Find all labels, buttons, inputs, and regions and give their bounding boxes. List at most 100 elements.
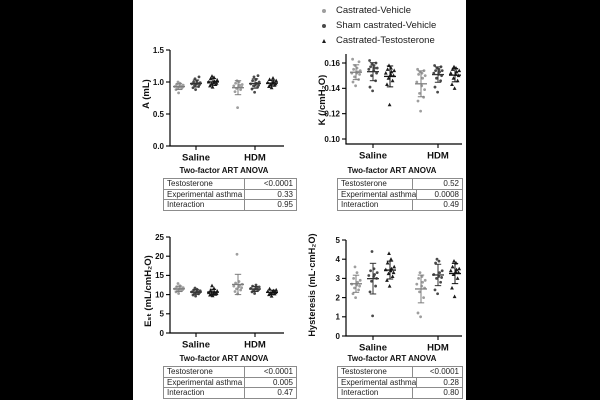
data-point xyxy=(438,70,441,74)
y-tick-label: 0.12 xyxy=(324,109,340,118)
legend-circle-icon xyxy=(319,23,329,28)
anova-title: Two-factor ART ANOVA xyxy=(179,166,269,175)
y-tick-label: 0.5 xyxy=(153,110,165,119)
data-point xyxy=(268,82,273,87)
data-point xyxy=(368,290,372,294)
data-point xyxy=(210,85,215,89)
anova-pvalue: 0.95 xyxy=(244,200,296,210)
data-point xyxy=(387,102,392,107)
data-point xyxy=(271,76,275,80)
data-point xyxy=(436,90,439,94)
data-point xyxy=(419,315,422,319)
data-point xyxy=(267,286,272,291)
data-point xyxy=(353,75,356,79)
data-point xyxy=(375,66,379,70)
data-point xyxy=(389,266,394,271)
legend-label: Sham castrated-Vehicle xyxy=(336,20,437,32)
data-point xyxy=(257,285,261,289)
data-point xyxy=(356,280,359,284)
data-point xyxy=(233,290,237,293)
data-point xyxy=(214,81,219,85)
data-point xyxy=(181,83,185,87)
data-point xyxy=(269,294,274,298)
data-point xyxy=(367,274,371,277)
data-point xyxy=(269,85,274,90)
data-point xyxy=(194,88,198,92)
y-tick-label: 0.0 xyxy=(153,142,165,151)
panel-3: 0 1 2 3 4 5 Saline HDM Hysteresis (mL·cmH₂O) xyxy=(307,233,462,354)
data-point xyxy=(252,75,256,79)
data-point xyxy=(371,89,374,93)
anova-table-3: Two-factor ART ANOVA Testosterone <0.0001 E… xyxy=(337,354,463,399)
y-tick-label: 0.16 xyxy=(324,59,340,68)
data-point xyxy=(252,84,255,88)
anova-title: Two-factor ART ANOVA xyxy=(179,354,269,363)
legend-circle-icon xyxy=(319,8,329,13)
data-point xyxy=(373,273,376,276)
data-point xyxy=(440,69,444,72)
anova-row: Testosterone 0.52 xyxy=(338,179,462,189)
data-point xyxy=(455,276,460,280)
data-point xyxy=(440,269,444,273)
data-point xyxy=(390,274,395,278)
data-point xyxy=(369,65,372,69)
data-point xyxy=(357,288,360,292)
legend-triangle-icon xyxy=(319,38,329,43)
data-point xyxy=(391,270,396,275)
x-group-label: Saline xyxy=(359,343,387,354)
x-group-label: Saline xyxy=(359,151,387,162)
data-point xyxy=(439,280,442,284)
anova-row: Interaction 0.95 xyxy=(164,199,296,210)
y-tick-label: 15 xyxy=(155,271,164,280)
data-point xyxy=(451,272,456,277)
data-point xyxy=(351,57,354,61)
anova-factor: Interaction xyxy=(167,200,205,210)
anova-row: Interaction 0.80 xyxy=(338,387,462,398)
data-point xyxy=(257,80,261,84)
y-axis-label: K (/cmH₂O) xyxy=(317,75,328,126)
data-point xyxy=(367,67,371,71)
data-point xyxy=(254,283,258,287)
data-point xyxy=(392,264,397,269)
anova-factor: Testosterone xyxy=(167,179,213,189)
data-point xyxy=(236,106,240,109)
data-point xyxy=(358,72,361,76)
panel-0: 0.0 0.5 1.0 1.5 Saline HDM A (mL) xyxy=(141,46,284,164)
data-point xyxy=(369,269,372,273)
data-point xyxy=(368,85,372,89)
anova-row: Experimental asthma 0.005 xyxy=(164,376,296,387)
data-point xyxy=(417,277,420,280)
data-point xyxy=(239,88,243,92)
anova-row: Testosterone <0.0001 xyxy=(164,179,296,189)
data-point xyxy=(212,75,216,80)
data-point xyxy=(419,109,422,113)
anova-row: Testosterone <0.0001 xyxy=(338,367,462,377)
data-point xyxy=(416,311,420,315)
anova-factor: Experimental asthma xyxy=(167,377,243,387)
data-point xyxy=(234,281,238,285)
anova-grid: Testosterone <0.0001 Experimental asthma 0.… xyxy=(163,366,297,399)
data-point xyxy=(240,83,244,86)
anova-pvalue: <0.0001 xyxy=(412,367,462,377)
data-point xyxy=(418,290,421,294)
data-point xyxy=(437,259,441,263)
data-point xyxy=(457,266,462,271)
y-axis-label: A (mL) xyxy=(141,79,152,109)
y-tick-label: 0.10 xyxy=(324,135,340,144)
legend-label: Castrated-Testosterone xyxy=(336,35,435,47)
data-point xyxy=(193,83,196,87)
data-point xyxy=(353,265,357,269)
data-point xyxy=(176,80,180,84)
x-group-label: HDM xyxy=(244,340,266,351)
data-point xyxy=(238,83,242,87)
data-point xyxy=(358,278,362,282)
data-point xyxy=(210,74,214,78)
data-point xyxy=(234,81,238,85)
data-point xyxy=(239,288,243,292)
anova-row: Testosterone <0.0001 xyxy=(164,367,296,377)
y-tick-label: 25 xyxy=(155,233,164,242)
data-point xyxy=(436,292,439,296)
data-point xyxy=(351,292,355,296)
y-axis-label: Hysteresis (mL·cmH₂O) xyxy=(307,233,317,336)
